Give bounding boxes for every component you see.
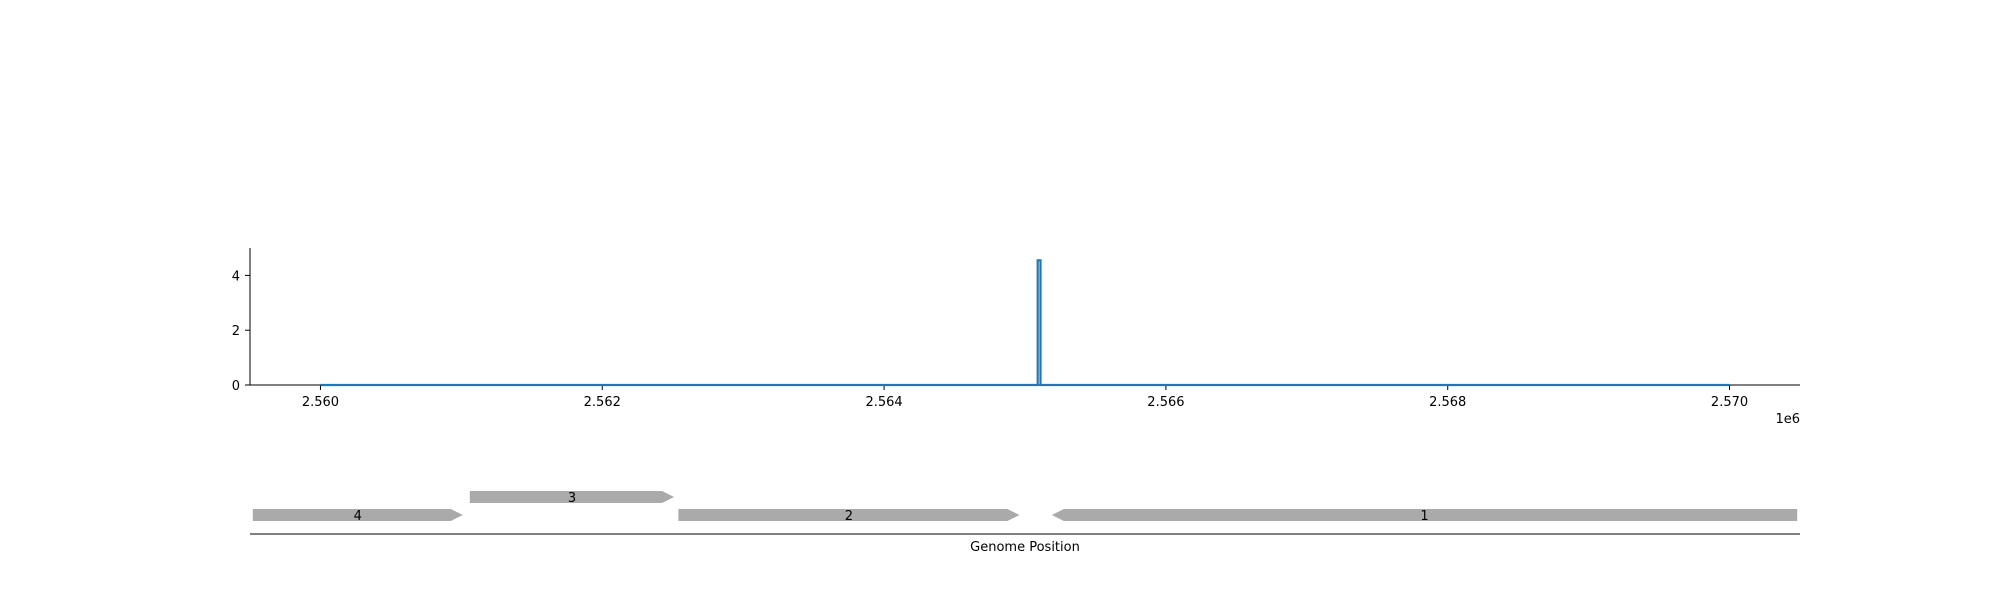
x-tick-label: 2.564 (865, 395, 902, 410)
x-tick-label: 2.568 (1429, 395, 1466, 410)
y-tick-label: 4 (232, 269, 240, 284)
gene-label: 3 (568, 491, 576, 506)
coverage-series-line (320, 259, 1730, 387)
gene-arrow (252, 509, 463, 521)
x-offset-label: 1e6 (1775, 412, 1800, 427)
gene-label: 1 (1420, 509, 1428, 524)
gene-arrow (1051, 509, 1798, 521)
gene-arrow (469, 491, 675, 503)
y-tick-label: 2 (232, 324, 240, 339)
gene-label: 2 (845, 509, 853, 524)
x-tick-label: 2.566 (1147, 395, 1184, 410)
gene-label: 4 (354, 509, 362, 524)
x-axis-label: Genome Position (970, 540, 1080, 555)
y-tick-label: 0 (232, 379, 240, 394)
x-tick-label: 2.560 (302, 395, 339, 410)
gene-arrow (678, 509, 1020, 521)
x-tick-label: 2.562 (584, 395, 621, 410)
x-tick-label: 2.570 (1711, 395, 1748, 410)
